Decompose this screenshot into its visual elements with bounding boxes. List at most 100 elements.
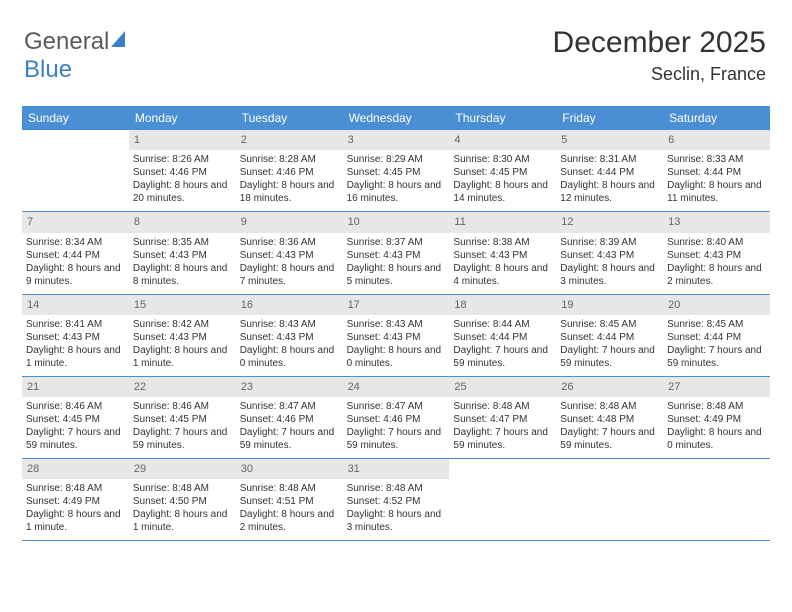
weekday-header: Sunday Monday Tuesday Wednesday Thursday… [22,106,770,130]
sunset-text: Sunset: 4:43 PM [347,331,446,344]
day-cell: 25Sunrise: 8:48 AMSunset: 4:47 PMDayligh… [449,377,556,458]
day-number: 29 [129,459,236,479]
day-number: 14 [22,295,129,315]
logo-word2: Blue [24,56,72,83]
sunrise-text: Sunrise: 8:30 AM [453,153,552,166]
sunrise-text: Sunrise: 8:41 AM [26,318,125,331]
day-number: 2 [236,130,343,150]
sunset-text: Sunset: 4:45 PM [26,413,125,426]
week-row: .1Sunrise: 8:26 AMSunset: 4:46 PMDayligh… [22,130,770,212]
daylight-text: Daylight: 8 hours and 14 minutes. [453,179,552,205]
day-cell: 17Sunrise: 8:43 AMSunset: 4:43 PMDayligh… [343,295,450,376]
day-number: 16 [236,295,343,315]
weekday-label: Tuesday [236,106,343,130]
day-cell: 29Sunrise: 8:48 AMSunset: 4:50 PMDayligh… [129,459,236,540]
daylight-text: Daylight: 8 hours and 7 minutes. [240,262,339,288]
daylight-text: Daylight: 8 hours and 0 minutes. [667,426,766,452]
day-cell: 20Sunrise: 8:45 AMSunset: 4:44 PMDayligh… [663,295,770,376]
day-cell: 7Sunrise: 8:34 AMSunset: 4:44 PMDaylight… [22,212,129,293]
daylight-text: Daylight: 8 hours and 9 minutes. [26,262,125,288]
daylight-text: Daylight: 7 hours and 59 minutes. [240,426,339,452]
day-cell: 9Sunrise: 8:36 AMSunset: 4:43 PMDaylight… [236,212,343,293]
day-number: 6 [663,130,770,150]
day-cell: . [22,130,129,211]
sunset-text: Sunset: 4:43 PM [560,249,659,262]
weekday-label: Monday [129,106,236,130]
daylight-text: Daylight: 7 hours and 59 minutes. [560,344,659,370]
day-number: 22 [129,377,236,397]
sunset-text: Sunset: 4:44 PM [453,331,552,344]
day-cell: . [449,459,556,540]
sunset-text: Sunset: 4:51 PM [240,495,339,508]
sunrise-text: Sunrise: 8:31 AM [560,153,659,166]
sunrise-text: Sunrise: 8:28 AM [240,153,339,166]
sunrise-text: Sunrise: 8:39 AM [560,236,659,249]
sunrise-text: Sunrise: 8:48 AM [133,482,232,495]
day-number: 5 [556,130,663,150]
day-number: 21 [22,377,129,397]
sunset-text: Sunset: 4:46 PM [133,166,232,179]
sunrise-text: Sunrise: 8:48 AM [347,482,446,495]
day-cell: 19Sunrise: 8:45 AMSunset: 4:44 PMDayligh… [556,295,663,376]
daylight-text: Daylight: 7 hours and 59 minutes. [560,426,659,452]
sunset-text: Sunset: 4:46 PM [240,413,339,426]
day-cell: 30Sunrise: 8:48 AMSunset: 4:51 PMDayligh… [236,459,343,540]
day-number: 31 [343,459,450,479]
sunrise-text: Sunrise: 8:48 AM [560,400,659,413]
sunrise-text: Sunrise: 8:46 AM [26,400,125,413]
day-cell: 23 Sunrise: 8:47 AMSunset: 4:46 PMDayligh… [236,377,343,458]
sunset-text: Sunset: 4:46 PM [240,166,339,179]
sunrise-text: Sunrise: 8:48 AM [240,482,339,495]
sunset-text: Sunset: 4:44 PM [667,331,766,344]
sunrise-text: Sunrise: 8:42 AM [133,318,232,331]
page-title: December 2025 Seclin, France [553,26,766,85]
day-cell: 31Sunrise: 8:48 AMSunset: 4:52 PMDayligh… [343,459,450,540]
day-number: 25 [449,377,556,397]
sunset-text: Sunset: 4:48 PM [560,413,659,426]
sunset-text: Sunset: 4:43 PM [133,331,232,344]
sunrise-text: Sunrise: 8:37 AM [347,236,446,249]
logo-triangle-icon [111,31,125,47]
day-number: 26 [556,377,663,397]
week-row: 7Sunrise: 8:34 AMSunset: 4:44 PMDaylight… [22,212,770,294]
daylight-text: Daylight: 8 hours and 16 minutes. [347,179,446,205]
sunset-text: Sunset: 4:43 PM [26,331,125,344]
sunset-text: Sunset: 4:52 PM [347,495,446,508]
sunset-text: Sunset: 4:44 PM [560,166,659,179]
sunrise-text: Sunrise: 8:33 AM [667,153,766,166]
sunrise-text: Sunrise: 8:47 AM [240,400,339,413]
sunset-text: Sunset: 4:43 PM [453,249,552,262]
day-number: 13 [663,212,770,232]
day-cell: 3Sunrise: 8:29 AMSunset: 4:45 PMDaylight… [343,130,450,211]
sunset-text: Sunset: 4:44 PM [667,166,766,179]
weekday-label: Wednesday [343,106,450,130]
sunset-text: Sunset: 4:49 PM [26,495,125,508]
day-cell: 6Sunrise: 8:33 AMSunset: 4:44 PMDaylight… [663,130,770,211]
sunset-text: Sunset: 4:50 PM [133,495,232,508]
daylight-text: Daylight: 8 hours and 2 minutes. [240,508,339,534]
sunset-text: Sunset: 4:43 PM [240,331,339,344]
day-number: 28 [22,459,129,479]
sunset-text: Sunset: 4:45 PM [133,413,232,426]
day-cell: 18Sunrise: 8:44 AMSunset: 4:44 PMDayligh… [449,295,556,376]
day-cell: . [663,459,770,540]
week-row: 28 Sunrise: 8:48 AM Sunset: 4:49 PM Dayligh… [22,459,770,541]
day-number: 23 [236,377,343,397]
day-number: 7 [22,212,129,232]
sunrise-text: Sunrise: 8:36 AM [240,236,339,249]
daylight-text: Daylight: 8 hours and 20 minutes. [133,179,232,205]
sunrise-text: Sunrise: 8:45 AM [667,318,766,331]
logo-word1: General [24,28,109,55]
weekday-label: Friday [556,106,663,130]
sunset-text: Sunset: 4:44 PM [560,331,659,344]
day-cell: 13Sunrise: 8:40 AMSunset: 4:43 PMDayligh… [663,212,770,293]
day-number: 19 [556,295,663,315]
day-number: 27 [663,377,770,397]
daylight-text: Daylight: 8 hours and 2 minutes. [667,262,766,288]
daylight-text: Daylight: 8 hours and 1 minute. [26,344,125,370]
daylight-text: Daylight: 8 hours and 0 minutes. [240,344,339,370]
weekday-label: Sunday [22,106,129,130]
sunrise-text: Sunrise: 8:48 AM [667,400,766,413]
day-cell: 14 Sunrise: 8:41 AMSunset: 4:43 PMDayligh… [22,295,129,376]
weekday-label: Thursday [449,106,556,130]
